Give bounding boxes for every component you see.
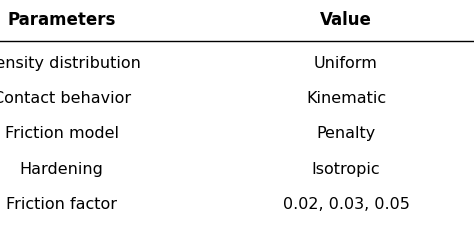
Text: Friction model: Friction model xyxy=(5,126,118,141)
Text: Density distribution: Density distribution xyxy=(0,56,141,71)
Text: Friction factor: Friction factor xyxy=(6,197,117,212)
Text: 0.02, 0.03, 0.05: 0.02, 0.03, 0.05 xyxy=(283,197,410,212)
Text: Hardening: Hardening xyxy=(20,162,103,177)
Text: Value: Value xyxy=(320,11,372,30)
Text: Parameters: Parameters xyxy=(8,11,116,30)
Text: Uniform: Uniform xyxy=(314,56,378,71)
Text: Contact behavior: Contact behavior xyxy=(0,91,131,106)
Text: Kinematic: Kinematic xyxy=(306,91,386,106)
Text: Isotropic: Isotropic xyxy=(312,162,380,177)
Text: Penalty: Penalty xyxy=(316,126,375,141)
